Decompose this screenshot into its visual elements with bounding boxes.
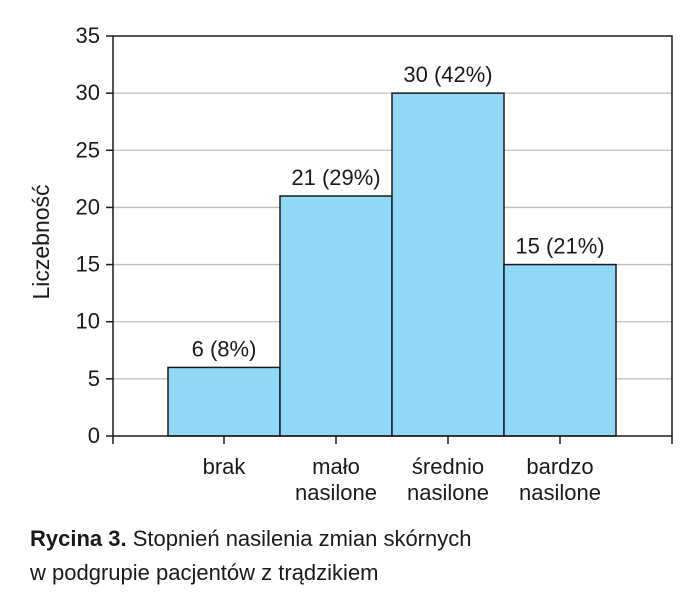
y-axis-label: Liczebność: [28, 184, 54, 299]
bar-chart: 0 5 10 15 20 25 30 35 brak mało nasilone średnio nas…: [28, 23, 673, 505]
bars: [167, 92, 617, 437]
x-tick-label: mało nasilone: [295, 454, 377, 505]
y-tick-label: 15: [76, 252, 100, 277]
axes: [106, 35, 673, 444]
x-tick-label: brak: [203, 454, 247, 479]
plot-frame: [112, 35, 673, 437]
data-label: 21 (29%): [291, 165, 380, 190]
y-tick-label: 0: [88, 423, 100, 448]
bar: [279, 195, 393, 437]
x-tick-label: bardzo nasilone: [519, 454, 601, 505]
y-tick-label: 20: [76, 194, 100, 219]
labels: 0 5 10 15 20 25 30 35 brak mało nasilone średnio nas…: [28, 23, 605, 505]
figure-caption: Rycina 3. Stopnień nasilenia zmian skórn…: [30, 522, 670, 590]
data-label: 30 (42%): [403, 62, 492, 87]
chart-svg: 0 5 10 15 20 25 30 35 brak mało nasilone średnio nas…: [28, 23, 673, 505]
y-tick-label: 25: [76, 137, 100, 162]
y-tick-label: 35: [76, 23, 100, 48]
y-tick-label: 30: [76, 80, 100, 105]
data-label: 15 (21%): [515, 234, 604, 259]
y-tick-label: 10: [76, 309, 100, 334]
data-label: 6 (8%): [192, 336, 257, 361]
caption-line-1: Rycina 3. Stopnień nasilenia zmian skórn…: [30, 522, 670, 556]
bar: [391, 92, 505, 437]
caption-line-2: w podgrupie pacjentów z trądzikiem: [30, 560, 379, 585]
bar: [167, 366, 281, 437]
caption-text-1: Stopnień nasilenia zmian skórnych: [132, 526, 472, 551]
bar: [503, 263, 617, 437]
y-tick-label: 5: [88, 366, 100, 391]
caption-lead: Rycina 3.: [30, 526, 127, 551]
x-tick-label: średnio nasilone: [407, 454, 489, 505]
